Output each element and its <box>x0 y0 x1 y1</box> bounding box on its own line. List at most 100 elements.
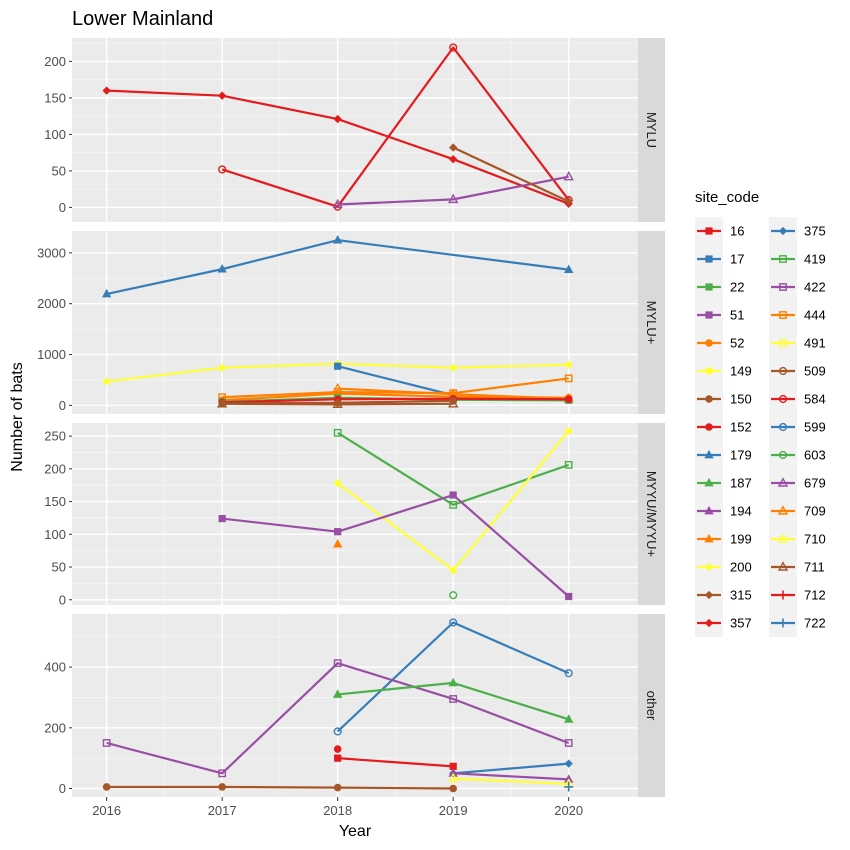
legend-key-marker <box>705 311 713 319</box>
series-152 <box>333 745 342 753</box>
legend-key-marker <box>705 395 713 403</box>
panel-other: 0 200 400 other <box>44 614 665 797</box>
data-point <box>216 398 228 408</box>
data-point <box>448 768 458 777</box>
legend-key-marker <box>704 449 714 459</box>
legend-item-584: 584 <box>769 385 826 413</box>
series-199 <box>332 538 343 548</box>
legend-key-marker <box>779 311 787 319</box>
legend-item-712: 712 <box>769 581 826 609</box>
series-line <box>106 239 569 296</box>
data-point <box>448 677 458 687</box>
legend-key-marker <box>778 226 788 236</box>
legend-key-marker <box>779 283 787 291</box>
y-tick-label: 200 <box>44 461 66 476</box>
series-line <box>106 662 570 775</box>
facet-strip <box>638 614 665 797</box>
legend-item-599: 599 <box>769 413 826 441</box>
legend-item-444: 444 <box>769 301 826 329</box>
series-599 <box>333 618 573 736</box>
panel-mylu: 0 50 100 150 200 MYLU <box>44 38 665 222</box>
series-line <box>453 762 569 775</box>
legend-key-marker <box>778 590 788 600</box>
data-point <box>334 528 342 536</box>
data-point <box>333 114 342 124</box>
legend-key-marker <box>705 367 713 375</box>
data-point <box>449 43 458 52</box>
legend-item-357: 357 <box>695 609 752 637</box>
legend-label: 199 <box>730 532 752 547</box>
data-point <box>564 782 574 792</box>
y-tick-label: 400 <box>44 660 66 675</box>
legend-label: 194 <box>730 504 752 519</box>
x-axis: 2016 2017 2018 2019 2020 <box>92 797 583 818</box>
data-point <box>449 143 458 152</box>
legend-item-51: 51 <box>695 301 744 329</box>
legend-item-150: 150 <box>695 385 752 413</box>
legend-key-marker <box>704 533 714 543</box>
legend-key-marker <box>777 533 789 543</box>
legend-item-375: 375 <box>769 217 826 245</box>
series-584 <box>218 43 573 211</box>
series-line <box>452 146 570 203</box>
legend-item-711: 711 <box>769 553 825 581</box>
legend-item-679: 679 <box>769 469 826 497</box>
series-179 <box>101 235 574 298</box>
data-point <box>564 426 573 436</box>
legend-item-179: 179 <box>695 441 752 469</box>
legend-item-187: 187 <box>695 469 752 497</box>
data-point <box>564 759 573 768</box>
legend-item-17: 17 <box>695 245 744 273</box>
data-point <box>564 264 574 274</box>
legend-label: 152 <box>730 420 752 435</box>
legend-key-marker <box>705 227 713 235</box>
legend-key-marker <box>704 590 714 600</box>
series-603 <box>449 591 458 600</box>
series-line <box>222 402 454 406</box>
data-point <box>449 695 458 703</box>
series-150 <box>102 783 457 793</box>
legend-item-722: 722 <box>769 609 826 637</box>
y-axis-title: Number of bats <box>9 362 26 471</box>
y-tick-label: 150 <box>44 494 66 509</box>
y-tick-label: 3000 <box>37 245 66 260</box>
series-line <box>222 397 569 404</box>
legend-key-marker <box>704 618 714 628</box>
data-point <box>564 395 573 404</box>
data-point <box>449 618 458 627</box>
legend-item-491: 491 <box>769 329 826 357</box>
facet-label-mylu: MYLU <box>644 112 659 148</box>
series-line <box>106 785 454 790</box>
data-point <box>332 198 343 209</box>
y-tick-label: 100 <box>44 527 66 542</box>
series-line <box>337 757 454 768</box>
legend-title: site_code <box>695 189 759 206</box>
y-tick-label: 0 <box>59 592 66 607</box>
legend-item-199: 199 <box>695 525 752 553</box>
legend-label: 584 <box>804 392 826 407</box>
legend-item-419: 419 <box>769 245 826 273</box>
data-point <box>333 783 342 792</box>
chart-title: Lower Mainland <box>72 8 213 30</box>
data-point <box>332 398 343 409</box>
legend-item-200: 200 <box>695 553 752 581</box>
legend-key-marker <box>777 505 789 515</box>
facet-label-myyu-myyu: MYYU/MYYU+ <box>644 471 659 557</box>
legend-label: 150 <box>730 392 752 407</box>
x-tick-label: 2017 <box>208 803 237 818</box>
legend-key-marker <box>704 477 714 487</box>
legend-label: 722 <box>804 616 826 631</box>
legend-label: 200 <box>730 560 752 575</box>
data-point <box>449 491 457 499</box>
data-point <box>449 500 458 509</box>
facet-strip <box>638 231 665 414</box>
data-point <box>332 538 343 548</box>
data-point <box>564 669 573 678</box>
legend-label: 491 <box>804 336 826 351</box>
legend-label: 709 <box>804 504 826 519</box>
data-point <box>564 374 573 383</box>
legend-item-52: 52 <box>695 329 744 357</box>
data-point <box>333 745 342 753</box>
legend-key-marker <box>778 366 788 376</box>
legend-item-509: 509 <box>769 357 826 385</box>
